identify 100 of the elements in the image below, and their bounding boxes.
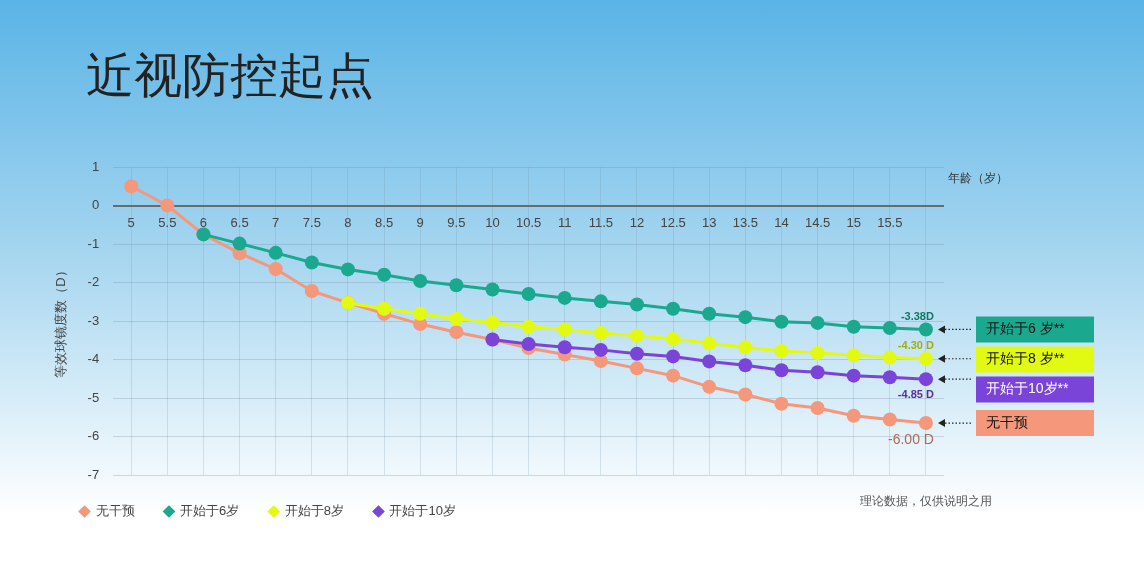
x-tick-label: 10 <box>485 214 500 230</box>
y-tick-label: 1 <box>91 158 100 174</box>
point <box>449 325 464 340</box>
point <box>449 311 464 326</box>
point <box>232 236 247 251</box>
legend-label: 开始于10岁 <box>389 503 456 519</box>
point <box>774 344 789 359</box>
annotation: -3.38D <box>900 310 934 322</box>
x-tick-label: 7.5 <box>302 214 321 230</box>
x-tick-label: 12 <box>629 214 645 230</box>
point <box>629 328 644 343</box>
x-tick-label: 10.5 <box>515 214 542 230</box>
point <box>557 290 572 305</box>
point <box>918 322 933 337</box>
point <box>702 354 717 369</box>
x-tick-label: 12.5 <box>660 214 686 230</box>
chart-title: 近视防控起点 <box>86 48 374 104</box>
x-tick-label: 9 <box>416 214 424 230</box>
point <box>304 283 319 298</box>
legend-label: 开始于8岁 <box>284 503 344 519</box>
point <box>882 320 897 335</box>
x-axis-title: 年龄（岁） <box>948 171 1008 186</box>
x-tick-label: 14.5 <box>804 214 831 230</box>
x-tick-label: 8.5 <box>375 214 394 230</box>
point <box>268 245 283 260</box>
point <box>304 255 319 270</box>
x-tick-label: 15 <box>846 214 861 230</box>
point <box>340 262 355 277</box>
x-tick-label: 5 <box>127 214 135 230</box>
point <box>160 198 175 213</box>
y-tick-label: -6 <box>87 428 100 444</box>
y-tick-label: -4 <box>87 351 100 367</box>
point <box>377 301 392 316</box>
point <box>918 416 933 431</box>
point <box>882 350 897 365</box>
x-tick-label: 15.5 <box>877 214 903 230</box>
x-tick-label: 13 <box>701 214 717 230</box>
x-tick-label: 13.5 <box>732 214 758 230</box>
point <box>846 408 861 423</box>
annotation: -4.85 D <box>897 387 934 400</box>
point <box>738 387 753 402</box>
point <box>810 365 825 380</box>
point <box>557 322 572 337</box>
point <box>918 351 933 366</box>
point <box>666 368 681 383</box>
y-tick-label: 0 <box>91 197 100 213</box>
x-tick-label: 14 <box>774 214 789 230</box>
point <box>882 370 897 385</box>
point <box>521 319 536 334</box>
x-tick-label: 6.5 <box>230 214 249 230</box>
x-tick-label: 7 <box>272 214 280 230</box>
point <box>846 348 861 363</box>
point <box>485 315 500 330</box>
y-tick-label: -5 <box>87 389 100 405</box>
point <box>377 267 392 282</box>
point <box>810 315 825 330</box>
point <box>666 332 681 347</box>
point <box>846 319 861 334</box>
point <box>774 363 789 378</box>
x-tick-label: 5.5 <box>158 214 177 230</box>
point <box>521 287 536 302</box>
point <box>846 368 861 383</box>
point <box>593 342 608 357</box>
point <box>413 273 428 288</box>
text: 开始于10岁** <box>986 380 1070 397</box>
point <box>702 306 717 321</box>
point <box>413 306 428 321</box>
point <box>557 340 572 355</box>
text: 开始于6 岁** <box>986 320 1066 337</box>
text: 无干预 <box>986 413 1028 430</box>
y-tick-label: -3 <box>87 312 100 328</box>
point <box>593 325 608 340</box>
annotation: -6.00 D <box>888 430 934 447</box>
y-tick-label: -1 <box>87 235 100 251</box>
point <box>738 340 753 355</box>
point <box>882 412 897 427</box>
point <box>738 358 753 373</box>
text: 开始于8 岁** <box>986 350 1066 367</box>
text: 理论数据，仅供说明之用 <box>860 493 992 508</box>
x-tick-label: 11 <box>557 214 572 230</box>
point <box>629 346 644 361</box>
y-axis-title: 等效球镜度数（D） <box>53 264 69 378</box>
point <box>268 262 283 277</box>
x-tick-label: 9.5 <box>447 214 466 230</box>
point <box>449 278 464 293</box>
legend-label: 开始于6岁 <box>180 503 240 519</box>
point <box>738 310 753 325</box>
point <box>485 282 500 297</box>
x-tick-label: 8 <box>344 214 352 230</box>
point <box>629 297 644 312</box>
y-tick-label: -2 <box>87 274 100 290</box>
point <box>666 349 681 364</box>
point <box>810 401 825 416</box>
x-tick-label: 6 <box>199 214 208 230</box>
point <box>810 345 825 360</box>
y-tick-label: -7 <box>87 466 100 482</box>
point <box>774 314 789 329</box>
point <box>593 294 608 309</box>
point <box>124 179 139 194</box>
legend-label: 无干预 <box>95 503 135 519</box>
